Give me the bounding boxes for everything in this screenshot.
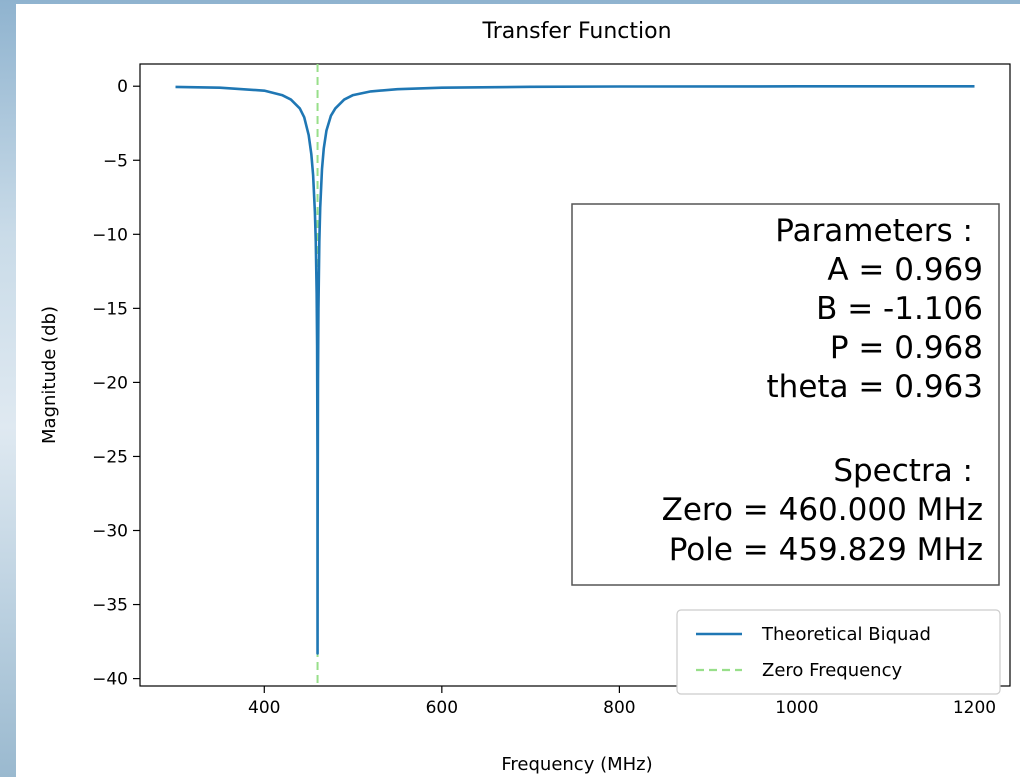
annotation-line: P = 0.968 [830,330,983,366]
y-tick-label: −40 [92,670,128,690]
y-tick-label: −20 [92,373,128,393]
legend-label-theoretical: Theoretical Biquad [761,624,931,645]
annotation-line: theta = 0.963 [767,369,983,405]
plot-area [139,63,1011,687]
y-tick-label: −35 [92,596,128,616]
annotation-line: Zero = 460.000 MHz [662,492,983,528]
chart-title: Transfer Function [481,19,671,44]
x-tick-label: 800 [603,698,635,718]
y-tick-label: −15 [92,299,128,319]
y-axis-ticks: 0 −5 −10 −15 −20 −25 −30 −35 −40 [92,77,140,690]
x-tick-label: 1200 [953,698,996,718]
annotation-line: Pole = 459.829 MHz [669,532,983,568]
theoretical-biquad-line [175,85,975,655]
figure: Transfer Function 400 600 800 1000 1200 0 −5 −… [16,4,1020,777]
y-axis-label: Magnitude (db) [39,306,60,444]
x-tick-label: 600 [426,698,458,718]
transfer-function-chart: Transfer Function 400 600 800 1000 1200 0 −5 −… [39,19,1011,775]
parameters-annotation-box: Parameters : A = 0.969 B = -1.106 P = 0.… [571,203,1000,586]
y-tick-label: −5 [103,151,128,171]
annotation-line: A = 0.969 [827,252,983,288]
y-tick-label: 0 [117,77,128,97]
legend: Theoretical Biquad Zero Frequency [676,609,1001,695]
y-tick-label: −25 [92,447,128,467]
y-tick-label: −10 [92,225,128,245]
x-axis-ticks: 400 600 800 1000 1200 [248,686,996,718]
annotation-line: B = -1.106 [816,291,983,327]
legend-label-zero-frequency: Zero Frequency [762,660,902,681]
x-tick-label: 400 [248,698,280,718]
x-tick-label: 1000 [775,698,818,718]
legend-frame [676,609,1001,695]
axes-frame [139,63,1011,687]
y-tick-label: −30 [92,522,128,542]
annotation-line: Spectra : [833,453,973,489]
annotation-frame [571,203,1000,586]
annotation-line: Parameters : [775,213,973,249]
x-axis-label: Frequency (MHz) [501,754,652,775]
